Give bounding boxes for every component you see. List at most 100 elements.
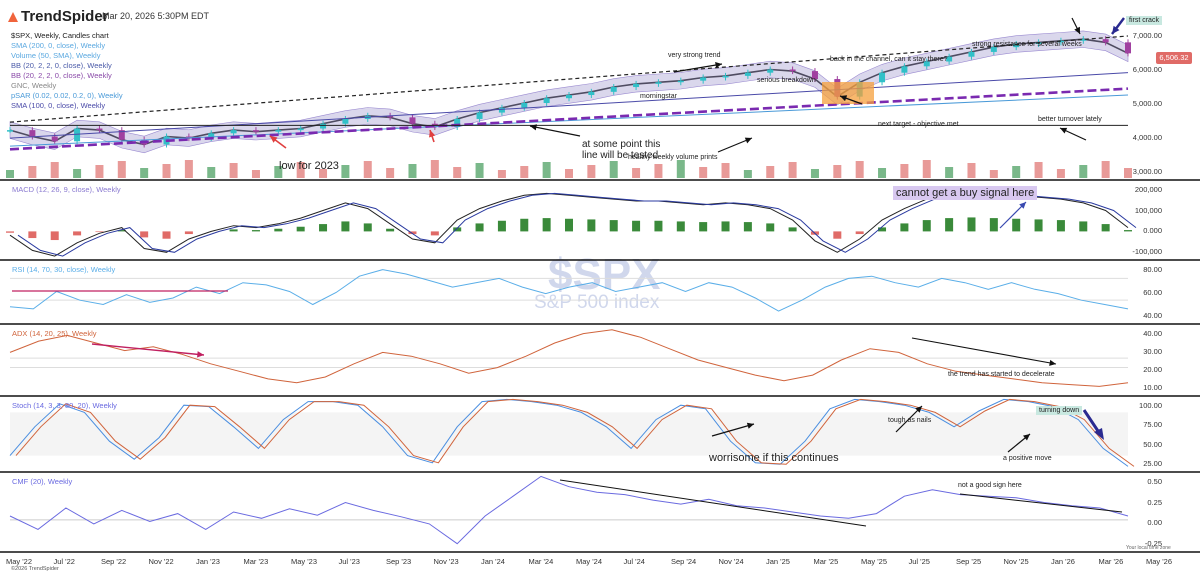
x-tick-label: May '24 — [576, 557, 603, 566]
chart-header: TrendSpider Mar 20, 2026 5:30PM EDT — [0, 0, 1200, 28]
annotation-morningstar: morningstar — [640, 93, 677, 100]
volume-bar — [654, 164, 663, 178]
macd-histogram-bar — [967, 217, 976, 232]
x-tick-label: Jul '25 — [908, 557, 930, 566]
price-candle — [588, 91, 595, 96]
annotation-arrowhead — [1019, 202, 1026, 209]
annotation-arrow — [911, 337, 1057, 365]
annotation-at-some-point: at some point this — [582, 139, 661, 150]
price-candle — [1102, 39, 1109, 43]
timezone-note[interactable]: Your local time zone — [1126, 545, 1171, 551]
volume-bar — [632, 168, 641, 178]
price-candle — [1125, 42, 1131, 54]
x-tick-label: Mar '23 — [243, 557, 269, 566]
price-candle — [968, 51, 975, 57]
volume-bar — [878, 168, 887, 178]
price-candle — [74, 128, 81, 142]
volume-bar — [363, 161, 372, 178]
volume-bar — [810, 169, 819, 178]
macd-histogram-bar — [229, 229, 238, 232]
y-tick-label: 40.00 — [1143, 311, 1162, 320]
trendspider-logo[interactable]: TrendSpider — [8, 8, 109, 25]
macd-histogram-bar — [453, 227, 462, 232]
indicator-legend: $SPX, Weekly, Candles chart SMA (200, 0, … — [11, 31, 123, 111]
annotation-arrow — [673, 63, 723, 73]
indicator-3[interactable]: BB (20, 2, 2, 0, close), Weekly — [11, 61, 112, 70]
annotation-positive-move: a positive move — [1003, 455, 1052, 462]
macd-histogram-bar — [609, 220, 618, 232]
annotation-tough-nails: tough as nails — [888, 417, 932, 424]
price-candle — [185, 136, 192, 139]
y-tick-label: -0.25 — [1144, 539, 1162, 548]
indicator-5[interactable]: GNC, Weekly — [11, 81, 57, 90]
indicator-2[interactable]: Volume (50, SMA), Weekly — [11, 51, 101, 60]
price-candle — [454, 118, 461, 127]
annotation-arrowhead — [270, 136, 278, 143]
annotation-turning-down: turning down — [1036, 406, 1083, 415]
volume-bar — [1012, 166, 1021, 178]
price-candle — [700, 77, 707, 81]
annotation-next-target: next target - objective met — [878, 121, 959, 128]
volume-bar — [251, 170, 260, 178]
y-tick-label: 80.00 — [1143, 265, 1162, 274]
price-candle — [275, 130, 282, 132]
annotation-serious-breakdown: serious breakdown — [757, 77, 816, 84]
rsi-series-line — [9, 269, 1129, 312]
y-tick-label: 200,000 — [1134, 185, 1162, 194]
annotation-arrowhead — [1094, 428, 1104, 440]
price-candle — [901, 66, 908, 73]
volume-bar — [900, 164, 909, 178]
annotation-arrowhead — [746, 422, 754, 429]
price-candle — [1057, 40, 1064, 43]
annotation-back-in-channel: back in the channel, can it stay there? — [830, 56, 948, 63]
price-candle — [96, 128, 103, 131]
volume-bar — [676, 160, 685, 178]
price-candle — [610, 87, 617, 92]
price-candle — [655, 82, 662, 84]
volume-bar — [542, 162, 551, 178]
volume-bar — [430, 160, 439, 178]
x-tick-label: Nov '25 — [1003, 557, 1029, 566]
volume-bar — [587, 165, 596, 178]
stoch-band — [10, 412, 1128, 456]
indicator-1[interactable]: SMA (200, 0, close), Weekly — [11, 41, 106, 50]
price-candle — [990, 47, 997, 52]
breakdown-zone — [822, 82, 874, 104]
annotation-arrowhead — [1060, 127, 1068, 134]
x-tick-label: Jan '26 — [1051, 557, 1075, 566]
x-tick-label: Jan '23 — [196, 557, 220, 566]
volume-bar — [50, 162, 59, 178]
y-tick-label: -100,000 — [1132, 247, 1162, 256]
pane-label-stoch: Stoch (14, 3, 3, 80, 20), Weekly — [12, 401, 117, 410]
indicator-7[interactable]: SMA (100, 0, close), Weekly — [11, 101, 106, 110]
indicator-4[interactable]: BB (20, 2, 2, 0, close), Weekly — [11, 71, 112, 80]
macd-histogram-bar — [363, 223, 372, 232]
macd-histogram-bar — [6, 231, 14, 233]
y-tick-label: 5,000.00 — [1132, 99, 1162, 108]
macd-histogram-bar — [274, 228, 283, 232]
adx-series-line — [9, 329, 1129, 387]
macd-histogram-bar — [73, 231, 82, 236]
volume-bar — [408, 164, 417, 178]
indicator-0[interactable]: $SPX, Weekly, Candles chart — [11, 31, 109, 40]
y-tick-label: 4,000.00 — [1132, 133, 1162, 142]
macd-histogram-bar — [497, 220, 506, 232]
indicator-6[interactable]: pSAR (0.02, 0.02, 0.2, 0), Weekly — [11, 91, 123, 100]
volume-bar — [1056, 169, 1065, 178]
annotation-healthy-volume: healthy weekly volume prints — [628, 154, 718, 161]
macd-histogram-bar — [95, 231, 104, 233]
y-tick-label: 0.00 — [1147, 518, 1162, 528]
price-candle — [789, 69, 796, 72]
annotation-arrow — [529, 125, 581, 137]
volume-bar — [743, 170, 752, 178]
price-candle — [230, 130, 237, 134]
x-tick-label: Jul '23 — [338, 557, 360, 566]
price-candle — [342, 118, 349, 124]
pane-label-cmf: CMF (20), Weekly — [12, 477, 73, 486]
volume-bar — [453, 167, 462, 178]
volume-bar — [1101, 161, 1110, 178]
volume-bar — [721, 163, 730, 178]
pane-label-macd: MACD (12, 26, 9, close), Weekly — [12, 185, 121, 194]
price-candle — [476, 112, 483, 119]
